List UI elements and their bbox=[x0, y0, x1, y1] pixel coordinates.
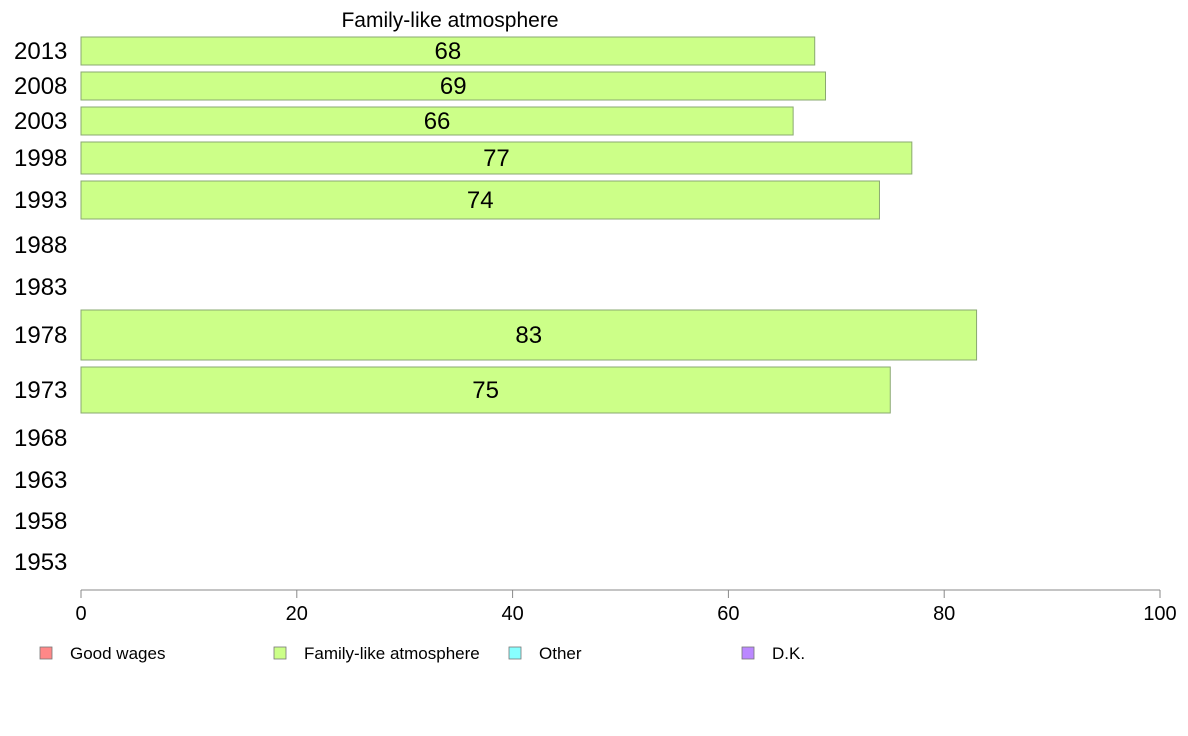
legend-label-other: Other bbox=[539, 644, 582, 663]
y-tick-label-1968: 1968 bbox=[14, 425, 67, 452]
bar-1973 bbox=[80, 366, 891, 414]
y-tick-label-1953: 1953 bbox=[14, 549, 67, 576]
y-tick-label-1978: 1978 bbox=[14, 322, 67, 349]
legend: Good wages Family-like atmosphere Other D.K… bbox=[39, 644, 805, 663]
legend-swatch-d-k bbox=[741, 646, 755, 660]
y-axis-labels: 2013 2008 2003 1998 1993 1988 1983 1978 1973 1968… bbox=[14, 38, 67, 576]
y-tick-label-1998: 1998 bbox=[14, 145, 67, 172]
legend-swatch-good-wages bbox=[39, 646, 53, 660]
legend-swatch-family-like-atmosphere bbox=[273, 646, 287, 660]
legend-swatch-other bbox=[508, 646, 522, 660]
bar-1998 bbox=[80, 141, 913, 175]
y-tick-label-2003: 2003 bbox=[14, 108, 67, 135]
legend-label-family-like-atmosphere: Family-like atmosphere bbox=[304, 644, 480, 663]
bar-1993 bbox=[80, 180, 880, 220]
bar-value-label-2003: 66 bbox=[424, 108, 451, 135]
x-tick-label-0: 0 bbox=[75, 603, 86, 625]
legend-label-good-wages: Good wages bbox=[70, 644, 165, 663]
chart-title: Family-like atmosphere bbox=[341, 9, 558, 32]
x-tick-label-80: 80 bbox=[933, 603, 955, 625]
bar-2003 bbox=[80, 106, 794, 136]
bar-value-label-2008: 69 bbox=[440, 73, 467, 100]
y-tick-label-1958: 1958 bbox=[14, 508, 67, 535]
x-tick-label-40: 40 bbox=[501, 603, 523, 625]
bars-group: 68 69 66 77 74 83 75 bbox=[80, 36, 978, 414]
bar-1978 bbox=[80, 309, 978, 361]
bar-value-label-1973: 75 bbox=[472, 377, 499, 404]
x-axis: 0 20 40 60 80 100 bbox=[75, 589, 1177, 625]
bar-value-label-2013: 68 bbox=[435, 38, 462, 65]
y-tick-label-1983: 1983 bbox=[14, 274, 67, 301]
y-tick-label-1988: 1988 bbox=[14, 232, 67, 259]
x-tick-label-100: 100 bbox=[1143, 603, 1176, 625]
y-tick-label-1993: 1993 bbox=[14, 187, 67, 214]
x-tick-label-20: 20 bbox=[286, 603, 308, 625]
y-tick-label-1973: 1973 bbox=[14, 377, 67, 404]
bar-2008 bbox=[80, 71, 827, 101]
legend-label-d-k: D.K. bbox=[772, 644, 805, 663]
x-tick-label-60: 60 bbox=[717, 603, 739, 625]
y-tick-label-2013: 2013 bbox=[14, 38, 67, 65]
y-tick-label-2008: 2008 bbox=[14, 73, 67, 100]
bar-2013 bbox=[80, 36, 816, 66]
bar-value-label-1998: 77 bbox=[483, 145, 510, 172]
bar-value-label-1978: 83 bbox=[515, 322, 542, 349]
y-tick-label-1963: 1963 bbox=[14, 467, 67, 494]
bar-value-label-1993: 74 bbox=[467, 187, 494, 214]
